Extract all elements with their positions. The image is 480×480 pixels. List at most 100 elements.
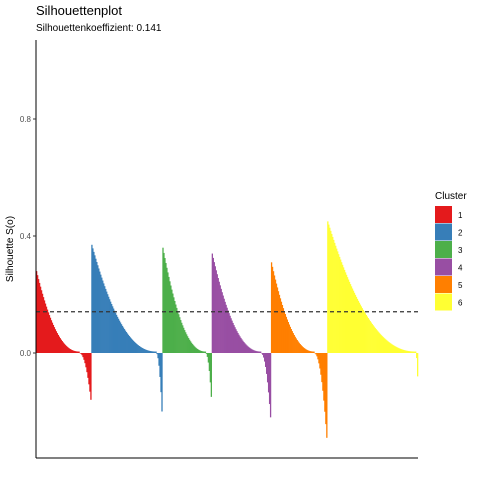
cluster-6-bar: [376, 330, 378, 353]
cluster-4-bar: [265, 353, 267, 367]
cluster-6-bar: [377, 331, 379, 353]
cluster-5-bar: [320, 353, 322, 375]
cluster-5-bar: [287, 322, 289, 353]
cluster-6-bar: [405, 350, 407, 353]
cluster-6-bar: [333, 239, 335, 353]
cluster-1-bar: [48, 315, 51, 353]
legend-label-5: 5: [458, 281, 463, 290]
cluster-1-bar: [56, 333, 59, 353]
cluster-2-bar: [129, 337, 132, 353]
cluster-3-bar: [163, 252, 165, 353]
cluster-6-bar: [386, 340, 388, 353]
cluster-1-bar: [80, 353, 82, 354]
cluster-6-bar: [355, 296, 358, 353]
cluster-4-bar: [219, 285, 221, 353]
cluster-4-bar: [240, 337, 242, 353]
cluster-3-bar: [208, 353, 211, 371]
cluster-1-bar: [74, 351, 76, 353]
cluster-1-bar: [54, 329, 57, 353]
cluster-2-bar: [111, 304, 113, 353]
cluster-2-bar: [91, 244, 93, 353]
cluster-2-bars: [91, 244, 163, 412]
cluster-1-bar: [71, 350, 73, 353]
cluster-2-bar: [113, 310, 116, 353]
cluster-6-bar: [363, 311, 365, 353]
cluster-6-bar: [344, 272, 347, 353]
cluster-2-bar: [150, 351, 152, 353]
cluster-6-bar: [360, 306, 363, 353]
cluster-1-bar: [53, 327, 56, 353]
cluster-3-bar: [198, 350, 201, 353]
cluster-6-bar: [371, 323, 373, 353]
cluster-4-bar: [217, 278, 219, 353]
cluster-1-bar: [50, 320, 53, 353]
cluster-1-bar: [66, 346, 68, 353]
legend-label-3: 3: [458, 246, 463, 255]
cluster-1-bar: [62, 342, 64, 353]
cluster-6-bar: [406, 350, 408, 353]
cluster-5-bar: [288, 324, 290, 353]
cluster-3-bar: [202, 351, 205, 353]
cluster-4-bar: [230, 318, 232, 353]
cluster-1-bar: [90, 353, 92, 400]
cluster-4-bar: [248, 347, 250, 353]
cluster-5-bar: [326, 353, 328, 438]
cluster-3-bar: [197, 349, 200, 353]
cluster-4-bar: [245, 344, 247, 353]
cluster-6-bar: [338, 254, 340, 353]
cluster-4-bar: [237, 332, 239, 353]
cluster-2-bar: [144, 349, 146, 353]
cluster-6-bar: [397, 347, 399, 353]
silhouette-bars: [36, 221, 419, 438]
cluster-1-bar: [73, 350, 75, 353]
cluster-2-bar: [122, 327, 125, 353]
cluster-6-bar: [407, 350, 409, 353]
cluster-6-bar: [328, 224, 330, 353]
cluster-2-bar: [155, 351, 157, 353]
cluster-2-bar: [125, 332, 128, 353]
cluster-2-bar: [100, 274, 102, 353]
cluster-6-bar: [357, 300, 360, 353]
cluster-4-bar: [254, 350, 256, 353]
cluster-3-bar: [189, 341, 192, 353]
cluster-5-bar: [280, 301, 283, 353]
cluster-5-bar: [318, 353, 320, 364]
cluster-6-bar: [336, 248, 338, 353]
cluster-3-bar: [196, 348, 199, 353]
cluster-3-bar: [162, 247, 164, 353]
cluster-4-bar: [252, 349, 254, 353]
cluster-6-bar: [409, 351, 411, 353]
cluster-4-bar: [226, 307, 228, 353]
chart-subtitle: Silhouettenkoeffizient: 0.141: [36, 23, 162, 34]
cluster-2-bar: [103, 283, 105, 353]
cluster-2-bar: [145, 349, 147, 353]
legend-label-2: 2: [458, 229, 463, 238]
cluster-4-bar: [220, 288, 222, 353]
cluster-5-bar: [292, 333, 294, 353]
cluster-2-bar: [119, 322, 122, 353]
cluster-3-bar: [209, 353, 212, 383]
cluster-1-bar: [49, 317, 52, 353]
cluster-2-bar: [154, 351, 156, 353]
cluster-3-bar: [168, 276, 170, 353]
cluster-4-bar: [211, 253, 213, 353]
cluster-3-bar: [194, 347, 197, 353]
cluster-3-bar: [187, 336, 189, 353]
cluster-5-bar: [323, 353, 325, 401]
cluster-3-bar: [192, 345, 195, 353]
cluster-3-bars: [162, 247, 212, 397]
cluster-5-bar: [300, 345, 302, 353]
cluster-5-bar: [315, 353, 317, 355]
legend-swatch-4: [435, 258, 452, 276]
cluster-2-bar: [112, 308, 115, 353]
cluster-2-bar: [104, 286, 106, 353]
cluster-6-bar: [348, 281, 351, 353]
cluster-6-bar: [374, 327, 376, 353]
cluster-2-bar: [107, 294, 109, 353]
cluster-5-bar: [301, 346, 303, 353]
cluster-2-bar: [137, 345, 139, 353]
cluster-2-bar: [98, 268, 100, 353]
cluster-4-bar: [229, 315, 231, 353]
cluster-1-bar: [43, 300, 46, 353]
cluster-1-bar: [38, 282, 41, 353]
